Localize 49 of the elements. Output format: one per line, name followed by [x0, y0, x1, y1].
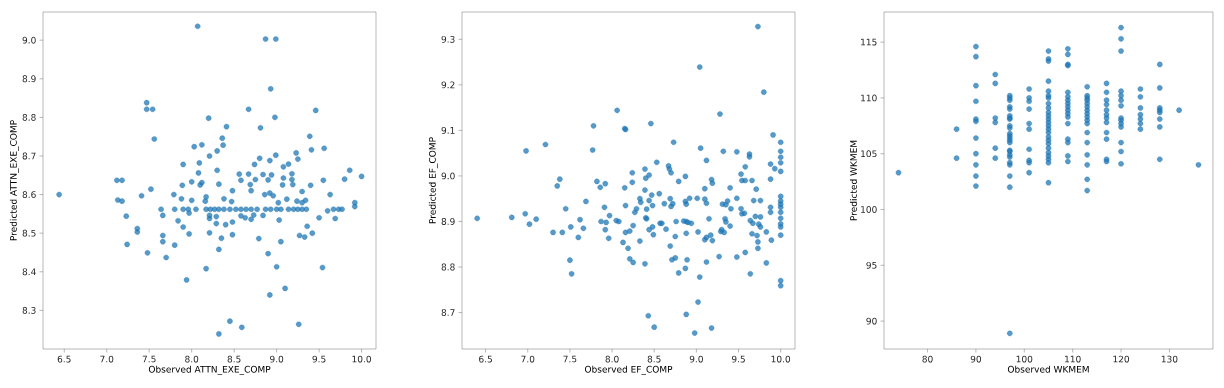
- x-tick-label: 7.5: [563, 355, 577, 363]
- y-tick-label: 8.8: [22, 113, 36, 121]
- x-tick-label: 8.0: [185, 355, 199, 363]
- x-tick-label: 9.5: [312, 355, 326, 363]
- y-tick-label: 8.6: [22, 191, 36, 198]
- x-tick-label: 8.5: [647, 355, 661, 363]
- y-tick-label: 90: [866, 317, 877, 325]
- y-tick-label: 100: [861, 206, 877, 213]
- x-tick-label: 7.5: [142, 355, 156, 363]
- y-tick-label: 8.9: [441, 218, 455, 225]
- x-tick-label: 6.5: [57, 355, 71, 363]
- x-tick-label: 10.0: [352, 355, 371, 363]
- y-tick-label: 110: [861, 94, 877, 102]
- y-tick-label: 8.8: [441, 263, 455, 271]
- y-tick-label: 105: [861, 150, 877, 158]
- x-tick-label: 8.0: [605, 355, 619, 363]
- x-axis-title: Observed WKMEM: [1007, 365, 1089, 373]
- x-tick-label: 110: [1065, 355, 1081, 363]
- y-axis-title: Predicted WKMEM: [849, 140, 857, 221]
- y-tick-label: 8.3: [22, 306, 36, 314]
- y-tick-label: 8.5: [22, 229, 36, 237]
- y-tick-label: 8.4: [22, 268, 36, 276]
- y-axis-title: Predicted EF_COMP: [428, 137, 438, 224]
- x-tick-label: 130: [1161, 355, 1178, 363]
- x-tick-label: 120: [1113, 355, 1130, 363]
- y-tick-label: 95: [866, 261, 877, 269]
- x-tick-label: 80: [922, 355, 933, 363]
- x-tick-label: 90: [970, 355, 982, 363]
- y-tick-label: 9.0: [22, 36, 36, 44]
- x-tick-label: 100: [1016, 355, 1033, 363]
- y-tick-label: 115: [861, 38, 877, 46]
- x-axis-title: Observed ATTN_EXE_COMP: [148, 365, 271, 375]
- y-tick-label: 8.7: [441, 309, 455, 316]
- y-tick-label: 9.2: [441, 81, 455, 89]
- x-tick-label: 6.5: [479, 355, 492, 363]
- x-tick-label: 10.0: [771, 355, 791, 363]
- y-tick-label: 9.3: [441, 35, 455, 43]
- y-axis-title: Predicted ATTN_EXE_COMP: [9, 120, 19, 241]
- y-tick-label: 8.9: [22, 75, 36, 83]
- x-tick-label: 9.0: [689, 355, 703, 363]
- x-tick-label: 7.0: [100, 355, 114, 363]
- x-tick-label: 8.5: [227, 355, 241, 363]
- x-tick-label: 7.0: [521, 355, 535, 363]
- y-tick-label: 9.1: [441, 127, 455, 134]
- x-tick-label: 9.0: [270, 355, 284, 363]
- x-tick-label: 9.5: [731, 355, 745, 363]
- y-tick-label: 8.7: [22, 152, 36, 160]
- y-tick-label: 9.0: [441, 172, 455, 180]
- x-axis-title: Observed EF_COMP: [584, 365, 673, 375]
